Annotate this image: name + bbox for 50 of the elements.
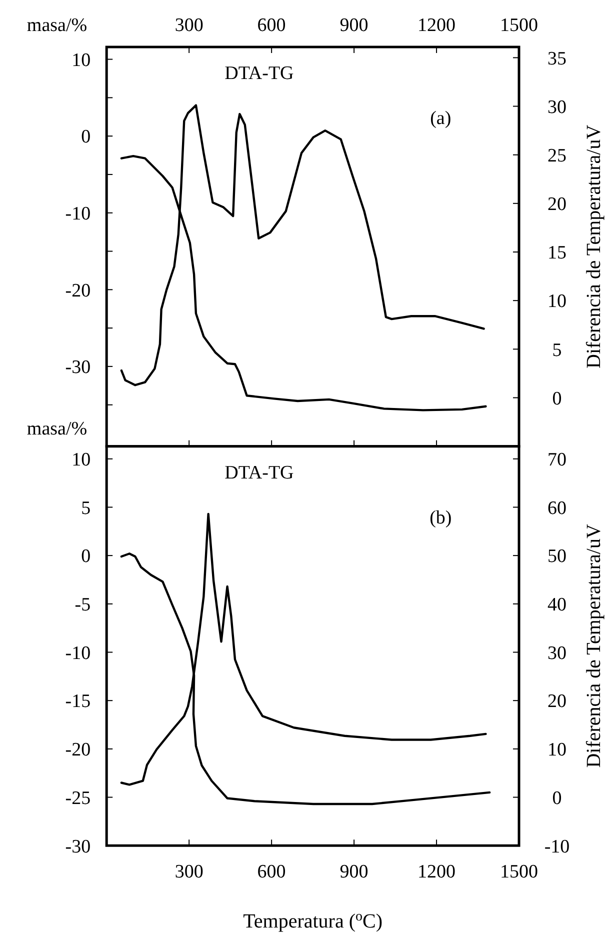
y2-tick-label: 10 bbox=[548, 740, 566, 761]
y-tick-label: 10 bbox=[72, 50, 91, 71]
x-tick-label: 1200 bbox=[418, 15, 456, 36]
y2-tick-label: 25 bbox=[548, 145, 566, 166]
x-tick-label: 300 bbox=[174, 862, 204, 883]
y-tick-label: -30 bbox=[65, 836, 91, 858]
x-tick-label: 1200 bbox=[418, 862, 456, 883]
y2-tick-label: 0 bbox=[552, 388, 562, 410]
x-axis-title: Temperatura ($^{o}$C) bbox=[243, 909, 383, 933]
y-tick-label: -10 bbox=[65, 642, 91, 664]
y2-tick-label: 30 bbox=[548, 96, 566, 118]
y2-tick-label: 0 bbox=[552, 788, 562, 809]
y-tick-label: 0 bbox=[81, 546, 91, 568]
annotation: (b) bbox=[430, 507, 452, 528]
annotation: (a) bbox=[430, 108, 452, 129]
x-tick-label: 600 bbox=[257, 862, 286, 883]
y2-tick-label: 60 bbox=[548, 498, 566, 519]
y-axis-title: masa/% bbox=[26, 418, 88, 440]
y-tick-label: -20 bbox=[65, 740, 91, 761]
y2-tick-label: 35 bbox=[548, 48, 566, 70]
y2-tick-label: 30 bbox=[548, 642, 566, 664]
annotation: DTA-TG bbox=[224, 462, 294, 484]
y-tick-label: 5 bbox=[81, 498, 91, 519]
y2-tick-label: 15 bbox=[548, 242, 566, 264]
y2-tick-label: 10 bbox=[548, 291, 566, 312]
y-tick-label: 0 bbox=[81, 126, 91, 148]
y-tick-label: -5 bbox=[74, 594, 91, 616]
x-tick-label: 900 bbox=[340, 15, 368, 36]
y2-tick-label: 40 bbox=[548, 594, 566, 616]
annotation: DTA-TG bbox=[224, 63, 294, 84]
x-tick-label: 300 bbox=[174, 15, 204, 36]
y-tick-label: -20 bbox=[65, 280, 91, 302]
y-tick-label: -30 bbox=[65, 357, 91, 378]
y2-axis-title: Diferencia de Temperatura/uV bbox=[583, 124, 605, 368]
y2-tick-label: 20 bbox=[548, 691, 566, 712]
y-tick-label: -15 bbox=[65, 691, 91, 712]
y2-tick-label: -10 bbox=[544, 836, 570, 858]
y2-tick-label: 50 bbox=[548, 546, 566, 568]
y-axis-title: masa/% bbox=[26, 15, 88, 36]
x-tick-label: 900 bbox=[340, 862, 368, 883]
x-tick-label: 600 bbox=[257, 15, 286, 36]
y-tick-label: 10 bbox=[72, 450, 91, 471]
y-tick-label: -25 bbox=[65, 788, 91, 809]
y-tick-label: -10 bbox=[65, 204, 91, 225]
y2-tick-label: 20 bbox=[548, 194, 566, 216]
y2-tick-label: 70 bbox=[548, 450, 566, 471]
x-tick-label: 1500 bbox=[500, 862, 538, 883]
y2-axis-title: Diferencia de Temperatura/uV bbox=[583, 524, 605, 768]
y2-tick-label: 5 bbox=[552, 340, 562, 361]
x-tick-label: 1500 bbox=[500, 15, 538, 36]
